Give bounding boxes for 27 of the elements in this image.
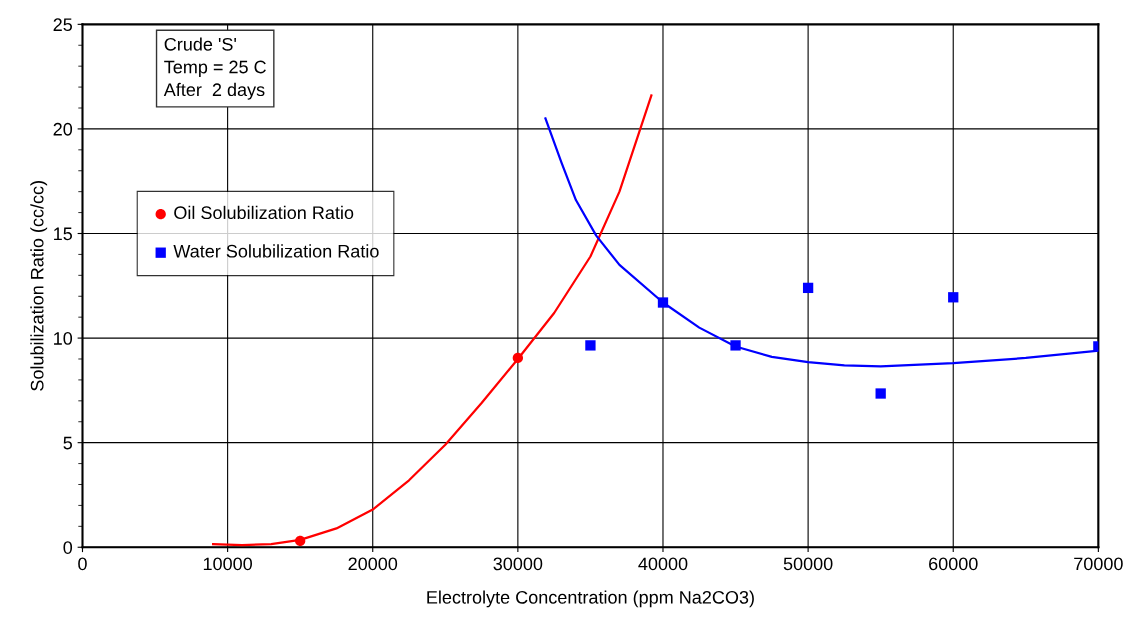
x-tick-label: 20000	[348, 557, 398, 571]
x-tick-label: 40000	[638, 557, 688, 571]
point	[802, 282, 814, 294]
legend-label: Water Solubilization Ratio	[173, 244, 379, 258]
annotation: Crude 'S' Temp = 25 C After 2 days	[163, 37, 266, 100]
x-tick-label: 30000	[493, 557, 543, 571]
y-tick-label: 20	[53, 122, 73, 136]
x-tick-label: 50000	[783, 557, 833, 571]
point	[657, 297, 669, 308]
y-tick-label: 10	[54, 332, 73, 345]
point	[585, 340, 596, 351]
y-tick-label: 5	[63, 436, 73, 450]
x-tick-label: 60000	[929, 557, 978, 571]
point	[948, 292, 959, 303]
point	[730, 340, 741, 351]
y-tick-label: 15	[54, 227, 73, 241]
legend-label: Oil Solubilization Ratio	[174, 205, 354, 220]
y-tick-label: 25	[53, 18, 73, 32]
point	[512, 352, 524, 364]
y-tick-label: 0	[63, 541, 73, 554]
point	[875, 388, 886, 399]
x-tick-label: 10000	[203, 557, 253, 571]
x-tick-label: 0	[78, 557, 87, 571]
point	[295, 535, 306, 547]
x-tick-label: 70000	[1074, 557, 1123, 571]
y-axis-title: Solubilization Ratio (cc/cc)	[30, 181, 48, 391]
x-axis-title: Electrolyte Concentration (ppm Na2CO3)	[427, 590, 754, 608]
